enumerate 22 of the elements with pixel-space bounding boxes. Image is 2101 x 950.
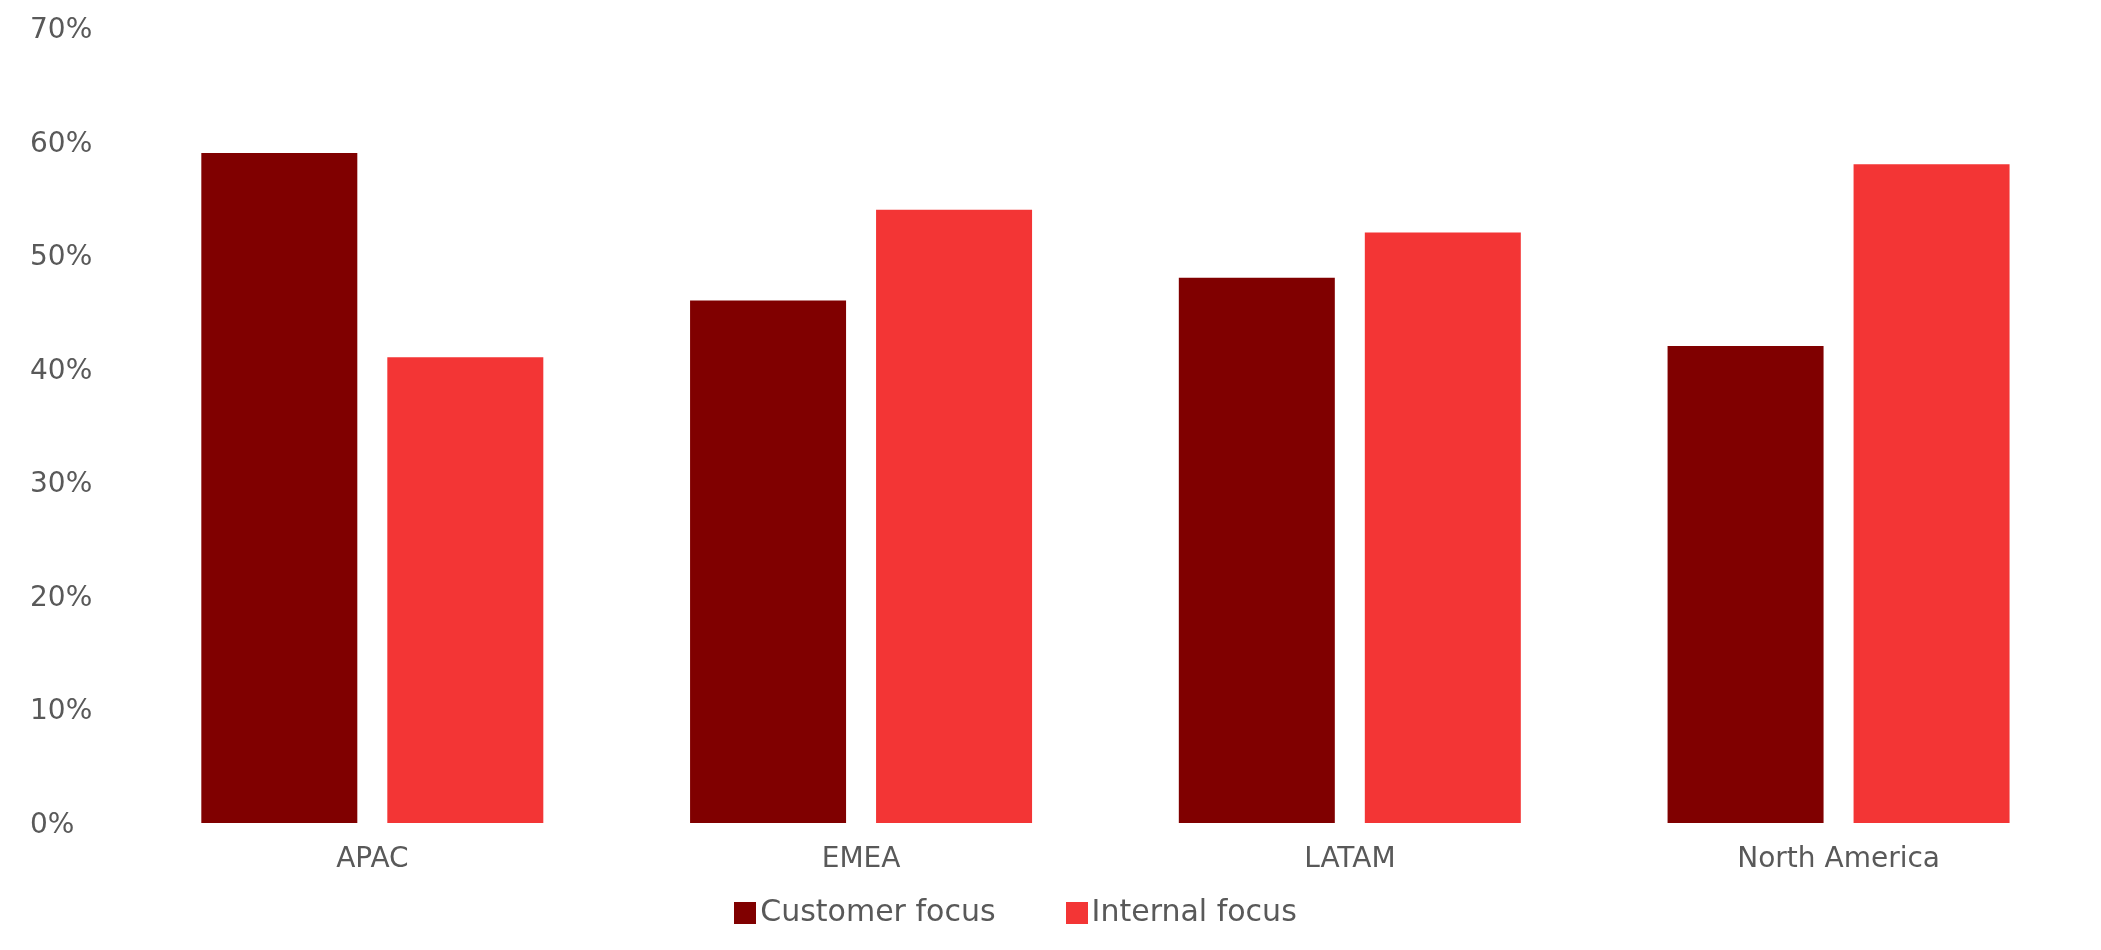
x-tick-label: EMEA xyxy=(821,840,901,874)
x-tick-label: LATAM xyxy=(1304,840,1396,874)
bar xyxy=(690,300,847,823)
bar xyxy=(1178,277,1335,823)
y-tick-label: 50% xyxy=(30,239,93,273)
y-tick-label: 20% xyxy=(30,579,93,613)
bar xyxy=(1667,346,1824,823)
y-tick-label: 30% xyxy=(30,466,93,500)
bar xyxy=(1853,164,2010,823)
y-tick-label: 10% xyxy=(30,693,93,727)
legend-label: Internal focus xyxy=(1091,893,1297,928)
y-tick-label: 40% xyxy=(30,352,93,386)
x-tick-label: APAC xyxy=(336,840,409,874)
bar xyxy=(387,357,544,823)
bar xyxy=(876,209,1033,823)
legend-label: Customer focus xyxy=(760,893,996,928)
x-tick-label: North America xyxy=(1737,840,1940,874)
bar xyxy=(201,152,358,823)
y-tick-label: 70% xyxy=(30,11,93,45)
bar xyxy=(1364,232,1521,823)
y-tick-label: 0% xyxy=(30,806,75,840)
y-tick-label: 60% xyxy=(30,125,93,159)
